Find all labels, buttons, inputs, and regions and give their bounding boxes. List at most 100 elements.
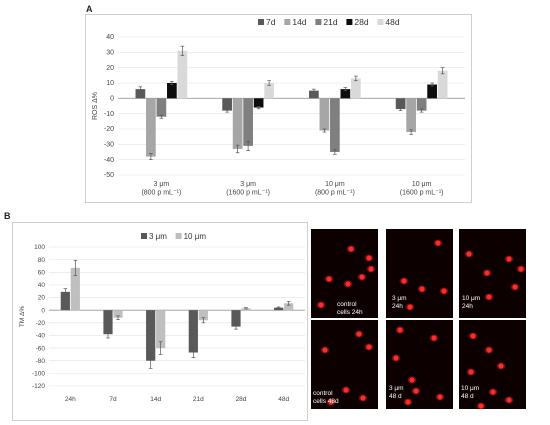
fluorescent-cell	[518, 266, 524, 272]
tm-bar	[70, 267, 80, 311]
ros-y-tick-label: -30	[104, 142, 114, 149]
ros-bar	[243, 98, 253, 146]
fluorescent-cell	[356, 331, 362, 337]
ros-bar	[177, 50, 188, 99]
fluorescent-cell	[468, 369, 474, 375]
fluorescent-cell	[322, 347, 328, 353]
tm-bar	[274, 307, 284, 311]
fluorescent-cell	[366, 255, 372, 261]
micrograph-label: control cells 48d	[313, 390, 339, 405]
tm-bar	[156, 310, 166, 349]
fluorescent-cell	[435, 240, 441, 246]
ros-y-tick-label: 30	[106, 50, 114, 57]
fluorescent-cell	[478, 403, 484, 409]
fluorescent-cell	[506, 256, 512, 262]
ros-bar	[406, 98, 416, 133]
ros-category-label: 10 μm	[412, 181, 432, 188]
tm-y-tick-label: -40	[36, 333, 46, 340]
ros-category-label: 10 μm	[325, 181, 345, 188]
fluorescent-cell	[486, 294, 492, 300]
ros-category-label: 3 μm	[240, 181, 256, 188]
ros-y-tick-label: 0	[110, 96, 114, 103]
fluorescent-cell	[397, 327, 403, 333]
ros-legend-label: 14d	[292, 17, 306, 27]
tm-legend-swatch	[175, 233, 182, 239]
ros-chart: -50 -40 -30 -20 -10 0 10 20 30 40 ROS Δ% 3 μm (800 p…	[92, 17, 465, 197]
tm-bar	[284, 303, 294, 311]
ros-bar	[264, 83, 274, 99]
ros-bar	[146, 98, 156, 157]
ros-bar	[309, 90, 319, 99]
ros-category-label: (800 p mL⁻¹)	[141, 190, 181, 197]
ros-legend-swatch	[258, 19, 264, 25]
ros-legend-swatch	[315, 19, 322, 25]
fluorescent-cell	[441, 288, 447, 294]
fluorescent-cell	[466, 251, 472, 257]
fluorescent-cell	[348, 246, 354, 252]
ros-bar	[340, 89, 351, 99]
micrograph-cells	[391, 326, 445, 406]
tm-y-axis-label: TM Δ%	[19, 306, 26, 328]
ros-category-label: (800 p mL⁻¹)	[315, 190, 355, 197]
fluorescent-cell	[328, 399, 334, 405]
tm-y-tick-label: -60	[36, 345, 46, 352]
ros-legend-label: 7d	[266, 17, 276, 27]
micrograph-image: 3 μm 48 d	[386, 320, 453, 409]
tm-category-label: 48d	[278, 396, 289, 403]
fluorescent-cell	[470, 333, 476, 339]
micrograph-label: control cells 24h	[337, 301, 363, 316]
ros-legend-swatch	[346, 19, 353, 25]
ros-bar	[437, 70, 448, 99]
fluorescent-cell	[401, 278, 407, 284]
tm-category-label: 28d	[236, 396, 247, 403]
fluorescent-cell	[484, 270, 490, 276]
fluorescent-cell	[486, 347, 492, 353]
micrograph-label: 10 μm 24h	[462, 295, 481, 310]
ros-bar	[416, 98, 427, 111]
micrograph-cells	[316, 245, 376, 309]
tm-category-label: 7d	[109, 396, 117, 403]
ros-y-tick-label: 40	[106, 34, 114, 41]
micrograph-cells	[320, 330, 374, 406]
tm-y-tick-label: -80	[36, 358, 46, 365]
ros-category-label: (1600 p mL⁻¹)	[226, 190, 270, 197]
ros-legend-label: 48d	[385, 17, 399, 27]
micrograph-image: control cells 24h	[311, 229, 378, 318]
tm-y-tick-label: 100	[34, 244, 45, 251]
tm-chart-frame	[12, 222, 308, 421]
micrograph-image: 10 μm 24h	[459, 229, 526, 318]
fluorescent-cell	[419, 286, 425, 292]
fluorescent-cell	[413, 388, 419, 394]
micrograph-label: 3 μm 24h	[392, 295, 407, 310]
ros-legend-swatch	[377, 19, 384, 25]
fluorescent-cell	[405, 399, 411, 405]
tm-legend-label: 3 μm	[149, 232, 167, 241]
tm-y-tick-label: 60	[38, 269, 46, 276]
tm-y-tick-label: -100	[32, 371, 45, 378]
tm-legend-swatch	[141, 233, 147, 239]
tm-category-label: 14d	[150, 396, 161, 403]
micrograph-cells	[399, 239, 449, 311]
tm-legend-label: 10 μm	[184, 232, 207, 241]
ros-bar	[232, 98, 243, 149]
ros-y-tick-label: -40	[104, 157, 114, 164]
ros-bar	[351, 78, 361, 99]
tm-category-label: 21d	[193, 396, 204, 403]
ros-y-tick-label: 20	[106, 65, 114, 72]
tm-bar	[60, 291, 70, 311]
tm-bar	[103, 310, 113, 335]
tm-bar	[188, 310, 198, 353]
fluorescent-cell	[343, 387, 349, 393]
fluorescent-cell	[366, 344, 372, 350]
ros-y-axis-label: ROS Δ%	[92, 92, 99, 120]
fluorescent-cell	[345, 281, 351, 287]
fluorescent-cell	[393, 355, 399, 361]
tm-y-tick-label: 80	[38, 257, 46, 264]
ros-bar	[167, 83, 177, 99]
tm-y-tick-label: -120	[32, 383, 45, 390]
tm-category-label: 24h	[65, 396, 76, 403]
ros-y-tick-label: 10	[106, 80, 114, 87]
fluorescent-cell	[431, 335, 437, 341]
tm-y-tick-label: 0	[41, 307, 45, 314]
micrograph-cells	[464, 250, 526, 301]
